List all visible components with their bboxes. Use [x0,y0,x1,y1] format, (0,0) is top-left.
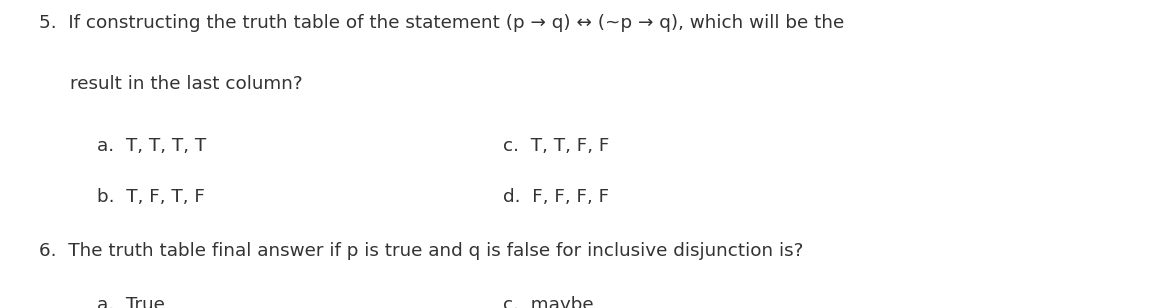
Text: b.  T, F, T, F: b. T, F, T, F [97,188,205,206]
Text: a.  True: a. True [97,296,165,308]
Text: a.  T, T, T, T: a. T, T, T, T [97,137,206,155]
Text: d.  F, F, F, F: d. F, F, F, F [503,188,610,206]
Text: 5.  If constructing the truth table of the statement (p → q) ↔ (~p → q), which w: 5. If constructing the truth table of th… [39,14,844,32]
Text: result in the last column?: result in the last column? [70,75,303,93]
Text: c.  maybe: c. maybe [503,296,593,308]
Text: 6.  The truth table final answer if p is true and q is false for inclusive disju: 6. The truth table final answer if p is … [39,242,803,260]
Text: c.  T, T, F, F: c. T, T, F, F [503,137,610,155]
